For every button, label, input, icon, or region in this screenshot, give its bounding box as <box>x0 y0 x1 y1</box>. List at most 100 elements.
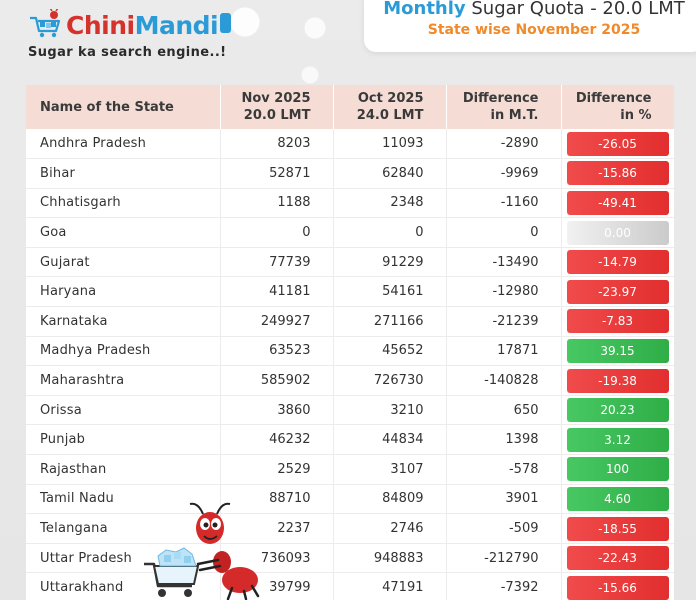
table-row: Karnataka 249927 271166 -21239 -7.83 <box>26 306 674 337</box>
header-oct-line2: 24.0 LMT <box>356 108 424 123</box>
cell-diff-pct: 20.23 <box>561 395 674 426</box>
cell-diff-pct: -26.05 <box>561 129 674 160</box>
table-row: Uttar Pradesh 736093 948883 -212790 -22.43 <box>26 543 674 574</box>
cell-oct-2025: 62840 <box>333 158 447 189</box>
cell-diff-mt: -21239 <box>446 306 562 337</box>
ant-mascot-with-sugar-cart-icon <box>140 500 260 600</box>
diff-pct-badge: -15.66 <box>566 575 669 600</box>
header-nov: Nov 2025 20.0 LMT <box>220 85 334 129</box>
table-row: Telangana 2237 2746 -509 -18.55 <box>26 513 674 544</box>
cell-diff-pct: 4.60 <box>561 484 674 515</box>
table-row: Punjab 46232 44834 1398 3.12 <box>26 424 674 456</box>
cell-state: Tamil Nadu <box>26 484 221 515</box>
diff-pct-badge: 3.12 <box>566 427 669 452</box>
diff-pct-badge: -7.83 <box>566 309 669 334</box>
cell-diff-pct: -23.97 <box>561 276 674 308</box>
table-row: Rajasthan 2529 3107 -578 100 <box>26 454 674 485</box>
logo-chini: Chini <box>66 10 135 40</box>
sugar-quota-table: Name of the State Nov 2025 20.0 LMT Oct 2… <box>26 85 674 600</box>
logo-mandi: Mandi <box>134 10 219 40</box>
header-state: Name of the State <box>26 85 221 129</box>
page-subtitle: State wise November 2025 <box>427 22 641 38</box>
cell-state: Madhya Pradesh <box>26 336 221 367</box>
cell-oct-2025: 45652 <box>333 336 447 367</box>
table-header-row: Name of the State Nov 2025 20.0 LMT Oct 2… <box>26 85 674 129</box>
header-pct: Difference in % <box>561 85 674 129</box>
cell-nov-2025: 46232 <box>220 424 334 456</box>
cell-oct-2025: 91229 <box>333 247 447 278</box>
cell-oct-2025: 0 <box>333 217 447 248</box>
table-row: Uttarakhand 39799 47191 -7392 -15.66 <box>26 572 674 600</box>
cell-diff-pct: -14.79 <box>561 247 674 278</box>
cell-diff-mt: 650 <box>446 395 562 426</box>
cell-oct-2025: 3107 <box>333 454 447 485</box>
cell-diff-pct: -22.43 <box>561 543 674 574</box>
header-diff-line1: Difference <box>462 91 539 106</box>
cell-diff-mt: -509 <box>446 513 562 544</box>
cell-state: Orissa <box>26 395 221 426</box>
table-row: Goa 0 0 0 0.00 <box>26 217 674 248</box>
table-row: Tamil Nadu 88710 84809 3901 4.60 <box>26 484 674 515</box>
cell-diff-pct: -15.86 <box>561 158 674 189</box>
table-row: Chhatisgarh 1188 2348 -1160 -49.41 <box>26 188 674 219</box>
cell-diff-pct: -18.55 <box>561 513 674 544</box>
cell-diff-pct: -19.38 <box>561 365 674 396</box>
header-pct-line2: in % <box>620 108 652 123</box>
diff-pct-badge: -14.79 <box>566 250 669 275</box>
cell-nov-2025: 52871 <box>220 158 334 189</box>
diff-pct-badge: 20.23 <box>566 398 669 423</box>
title-card: Monthly Sugar Quota - 20.0 LMT State wis… <box>364 0 696 52</box>
cell-nov-2025: 1188 <box>220 188 334 219</box>
cell-oct-2025: 2348 <box>333 188 447 219</box>
cell-diff-mt: -2890 <box>446 129 562 160</box>
cell-state: Gujarat <box>26 247 221 278</box>
cell-state: Karnataka <box>26 306 221 337</box>
diff-pct-badge: -18.55 <box>566 516 669 541</box>
header-diff: Difference in M.T. <box>446 85 562 129</box>
header-nov-line2: 20.0 LMT <box>243 108 311 123</box>
cell-diff-mt: -12980 <box>446 276 562 308</box>
table-row: Orissa 3860 3210 650 20.23 <box>26 395 674 426</box>
cell-diff-mt: -212790 <box>446 543 562 574</box>
header-oct-line1: Oct 2025 <box>357 91 424 106</box>
cell-diff-mt: -578 <box>446 454 562 485</box>
header-diff-line2: in M.T. <box>490 108 539 123</box>
cell-oct-2025: 44834 <box>333 424 447 456</box>
diff-pct-badge: -26.05 <box>566 131 669 156</box>
page-title: Monthly Sugar Quota - 20.0 LMT <box>364 0 696 19</box>
header-nov-line1: Nov 2025 <box>241 91 311 106</box>
table-row: Bihar 52871 62840 -9969 -15.86 <box>26 158 674 189</box>
cell-oct-2025: 84809 <box>333 484 447 515</box>
diff-pct-badge: -23.97 <box>566 279 669 304</box>
header-oct: Oct 2025 24.0 LMT <box>333 85 447 129</box>
cell-diff-pct: -7.83 <box>561 306 674 337</box>
header-pct-line1: Difference <box>575 91 652 106</box>
cell-diff-mt: -140828 <box>446 365 562 396</box>
chinimandi-logo[interactable]: ChiniMandi Sugar ka search engine..! <box>28 7 258 60</box>
cell-state: Haryana <box>26 276 221 308</box>
cell-nov-2025: 8203 <box>220 129 334 160</box>
cell-diff-mt: -9969 <box>446 158 562 189</box>
cell-diff-pct: -15.66 <box>561 572 674 600</box>
cell-state: Bihar <box>26 158 221 189</box>
cell-nov-2025: 88710 <box>220 484 334 515</box>
diff-pct-badge: -49.41 <box>566 190 669 215</box>
cell-diff-mt: 3901 <box>446 484 562 515</box>
cell-diff-pct: 3.12 <box>561 424 674 456</box>
cell-diff-pct: 0.00 <box>561 217 674 248</box>
cell-diff-pct: 39.15 <box>561 336 674 367</box>
cell-oct-2025: 271166 <box>333 306 447 337</box>
cell-state: Chhatisgarh <box>26 188 221 219</box>
logo-com-badge <box>220 13 232 33</box>
cell-diff-mt: -1160 <box>446 188 562 219</box>
cell-diff-pct: -49.41 <box>561 188 674 219</box>
diff-pct-badge: 4.60 <box>566 486 669 511</box>
cell-diff-mt: 17871 <box>446 336 562 367</box>
cell-nov-2025: 3860 <box>220 395 334 426</box>
cell-diff-mt: -7392 <box>446 572 562 600</box>
cell-state: Rajasthan <box>26 454 221 485</box>
cell-nov-2025: 77739 <box>220 247 334 278</box>
title-rest: Sugar Quota - 20.0 LMT <box>465 0 685 19</box>
cell-nov-2025: 0 <box>220 217 334 248</box>
cell-state: Maharashtra <box>26 365 221 396</box>
